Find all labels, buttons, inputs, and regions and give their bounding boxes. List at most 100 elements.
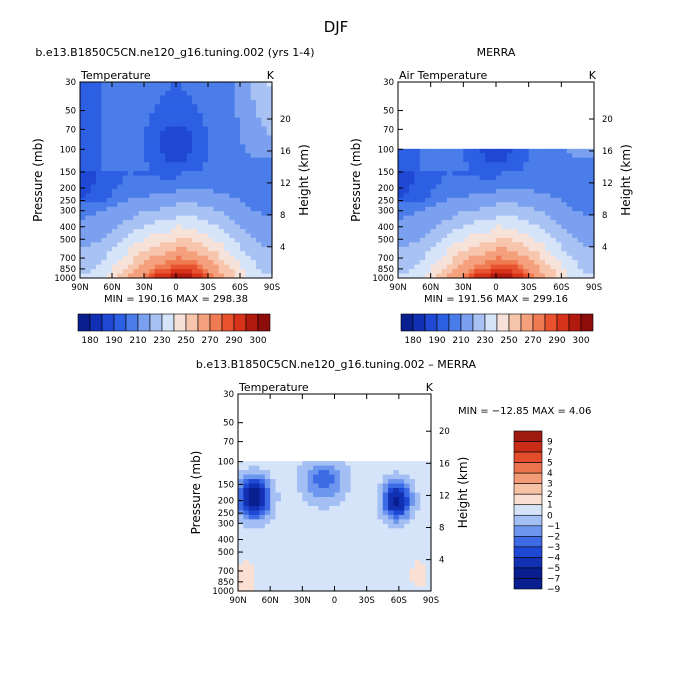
heatmap-cell (224, 251, 230, 257)
heatmap-cell (254, 528, 261, 534)
heatmap-cell (85, 202, 92, 208)
heatmap-cell (218, 242, 225, 248)
heatmap-cell (566, 260, 573, 266)
heatmap-cell (393, 483, 400, 489)
heatmap-cell (550, 242, 557, 248)
heatmap-cell (382, 573, 389, 579)
heatmap-cell (117, 108, 124, 114)
heatmap-cell (323, 573, 330, 579)
heatmap-cell (398, 505, 405, 512)
heatmap-cell (447, 233, 454, 239)
heatmap-cell (234, 144, 241, 150)
heatmap-cell (425, 514, 432, 520)
heatmap-cell (350, 505, 357, 512)
heatmap-cell (414, 184, 421, 190)
heatmap-cell (208, 157, 214, 163)
heatmap-cell (270, 474, 277, 480)
heatmap-cell (218, 233, 225, 239)
heatmap-cell (479, 242, 486, 248)
heatmap-cell (561, 202, 568, 208)
heatmap-cell (329, 532, 336, 538)
heatmap-cell (313, 510, 320, 516)
heatmap-cell (80, 99, 86, 105)
heatmap-cell (208, 246, 214, 252)
heatmap-cell (85, 264, 92, 270)
heatmap-cell (398, 532, 405, 538)
heatmap-cell (398, 555, 405, 561)
heatmap-cell (588, 162, 595, 168)
heatmap-cell (420, 537, 427, 543)
heatmap-cell (256, 95, 262, 101)
heatmap-cell (490, 148, 497, 154)
heatmap-cell (197, 113, 204, 119)
heatmap-cell (101, 233, 108, 239)
heatmap-cell (393, 470, 400, 476)
heatmap-cell (229, 180, 236, 186)
heatmap-cell (96, 108, 102, 114)
heatmap-cell (229, 139, 236, 145)
heatmap-cell (133, 211, 140, 217)
heatmap-cell (149, 188, 156, 194)
heatmap-cell (275, 519, 282, 525)
heatmap-cell (218, 255, 225, 261)
heatmap-cell (539, 255, 546, 261)
heatmap-cell (485, 197, 492, 203)
heatmap-cell (414, 528, 421, 534)
heatmap-cell (404, 470, 411, 476)
heatmap-cell (404, 479, 411, 485)
colorbar-box (185, 313, 199, 332)
heatmap-cell (202, 113, 209, 119)
heatmap-cell (452, 193, 459, 199)
heatmap-cell (350, 461, 357, 467)
heatmap-cell (160, 162, 166, 168)
heatmap-cell (96, 99, 102, 105)
heatmap-cell (452, 215, 459, 221)
heatmap-cell (234, 162, 241, 168)
heatmap-cell (388, 510, 395, 516)
heatmap-cell (112, 171, 118, 177)
heatmap-cell (302, 582, 309, 588)
heatmap-cell (441, 237, 448, 243)
heatmap-cell (350, 555, 357, 561)
heatmap-cell (96, 153, 102, 159)
heatmap-cell (250, 99, 257, 105)
heatmap-cell (144, 224, 150, 230)
heatmap-cell (106, 184, 113, 190)
heatmap-cell (202, 175, 209, 181)
heatmap-cell (409, 564, 416, 570)
heatmap-cell (398, 260, 405, 266)
heatmap-cell (545, 251, 552, 257)
heatmap-cell (286, 488, 293, 494)
colorbar-label: 7 (547, 448, 553, 458)
heatmap-cell (218, 188, 225, 194)
heatmap-cell (408, 269, 415, 275)
heatmap-cell (372, 479, 378, 485)
heatmap-cell (213, 184, 220, 190)
heatmap-cell (192, 184, 198, 190)
heatmap-cell (245, 220, 252, 226)
heatmap-cell (202, 264, 209, 270)
heatmap-cell (517, 260, 524, 266)
heatmap-cell (117, 215, 124, 221)
heatmap-cell (425, 496, 432, 503)
heatmap-cell (224, 206, 230, 212)
heatmap-cell (457, 180, 464, 186)
heatmap-cell (202, 153, 209, 159)
heatmap-cell (583, 162, 590, 168)
heatmap-cell (355, 564, 362, 570)
heatmap-cell (430, 153, 437, 159)
heatmap-cell (583, 251, 590, 257)
heatmap-cell (555, 211, 562, 217)
heatmap-cell (128, 148, 134, 154)
heatmap-cell (96, 251, 102, 257)
heatmap-cell (408, 197, 415, 203)
heatmap-cell (447, 180, 454, 186)
heatmap-cell (452, 197, 459, 203)
heatmap-cell (144, 202, 150, 208)
heatmap-cell (112, 86, 118, 92)
heatmap-cell (366, 523, 373, 529)
heatmap-cell (425, 474, 432, 480)
heatmap-cell (245, 260, 252, 266)
heatmap-cell (382, 483, 389, 489)
heatmap-cell (128, 255, 134, 261)
